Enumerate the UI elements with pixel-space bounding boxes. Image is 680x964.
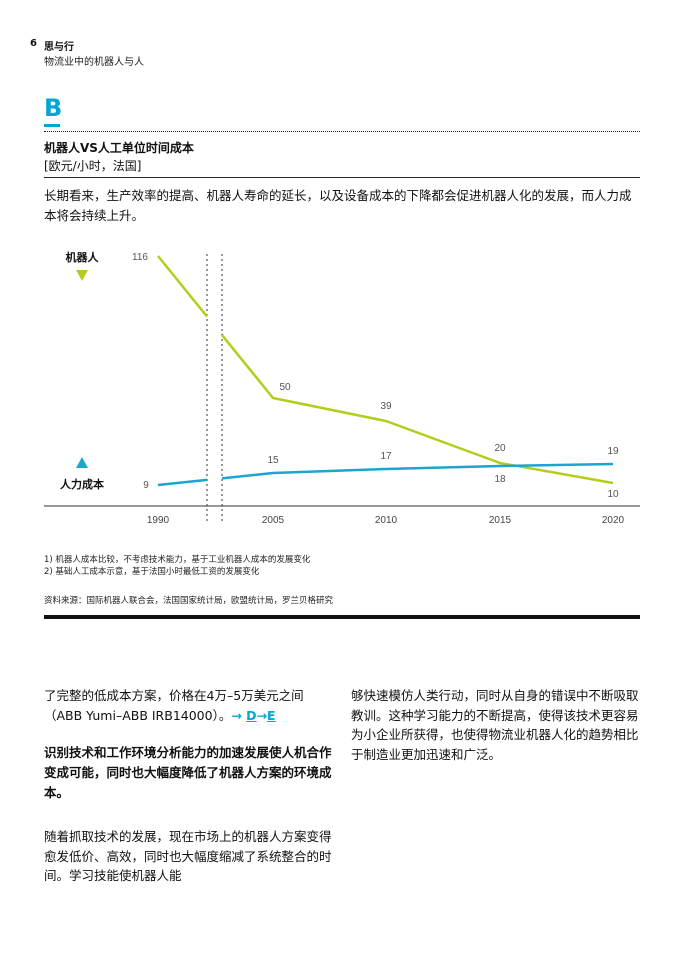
- section-subtitle: 物流业中的机器人与人: [44, 57, 144, 68]
- x-tick-label: 2010: [375, 515, 398, 526]
- data-label: 39: [380, 401, 392, 412]
- legend-label-robot: 机器人: [66, 250, 100, 264]
- body-left-column: 了完整的低成本方案，价格在4万–5万美元之间（ABB Yumi–ABB IRB1…: [44, 686, 332, 886]
- body-paragraph: 够快速模仿人类行动，同时从自身的错误中不断吸取教训。这种学习能力的不断提高，使得…: [351, 688, 639, 762]
- dotted-divider: [44, 131, 640, 132]
- labor-cost-line: [157, 462, 614, 487]
- cross-reference-link[interactable]: → D→E: [231, 708, 275, 723]
- legend-label-labor: 人力成本: [60, 477, 104, 491]
- section-title: 思与行: [44, 42, 74, 53]
- figure-notes: 1) 机器人成本比较，不考虑技术能力，基于工业机器人成本的发展变化 2) 基础人…: [44, 554, 310, 578]
- data-label: 20: [494, 443, 506, 454]
- up-triangle-icon: [76, 457, 88, 468]
- x-tick-label: 2015: [489, 515, 512, 526]
- link-figure-e[interactable]: E: [267, 707, 276, 723]
- data-label: 18: [494, 474, 506, 485]
- x-tick-label: 1990: [147, 515, 170, 526]
- arrow-icon: →: [231, 707, 247, 723]
- divider: [44, 177, 640, 178]
- down-triangle-icon: [76, 270, 88, 281]
- figure-unit: [欧元/小时，法国]: [44, 159, 142, 173]
- figure-intro: 长期看来，生产效率的提高、机器人寿命的延长，以及设备成本的下降都会促进机器人化的…: [44, 188, 632, 223]
- thick-divider: [44, 615, 640, 619]
- note-1: 1) 机器人成本比较，不考虑技术能力，基于工业机器人成本的发展变化: [44, 555, 311, 565]
- data-label: 15: [267, 455, 279, 466]
- arrow-icon: →: [256, 707, 268, 723]
- figure-source: 资料来源：国际机器人联合会，法国国家统计局，欧盟统计局，罗兰贝格研究: [44, 596, 334, 606]
- x-tick-label: 2005: [262, 515, 285, 526]
- body-text: 了完整的低成本方案，价格在4万–5万美元之间（ABB Yumi–ABB IRB1…: [44, 688, 304, 723]
- data-label: 50: [279, 382, 291, 393]
- data-label: 17: [380, 451, 392, 462]
- figure-title: 机器人VS人工单位时间成本: [44, 141, 194, 155]
- data-label: 19: [607, 446, 619, 457]
- x-tick-label: 2020: [602, 515, 625, 526]
- page-number: 6: [30, 38, 37, 49]
- body-paragraph: 随着抓取技术的发展，现在市场上的机器人方案变得愈发低价、高效，同时也大幅度缩减了…: [44, 829, 332, 883]
- link-figure-d[interactable]: D: [246, 707, 257, 723]
- data-label: 9: [143, 480, 149, 491]
- data-label: 116: [132, 252, 148, 263]
- data-label: 10: [607, 489, 619, 500]
- figure-letter: B: [44, 94, 63, 122]
- highlight-paragraph: 识别技术和工作环境分析能力的加速发展使人机合作变成可能，同时也大幅度降低了机器人…: [44, 745, 332, 800]
- robot-cost-line: [157, 255, 614, 485]
- body-right-column: 够快速模仿人类行动，同时从自身的错误中不断吸取教训。这种学习能力的不断提高，使得…: [351, 686, 639, 764]
- body-paragraph: 了完整的低成本方案，价格在4万–5万美元之间（ABB Yumi–ABB IRB1…: [44, 686, 332, 725]
- note-2: 2) 基础人工成本示意，基于法国小时最低工资的发展变化: [44, 567, 260, 577]
- figure-letter-underline: [44, 124, 60, 127]
